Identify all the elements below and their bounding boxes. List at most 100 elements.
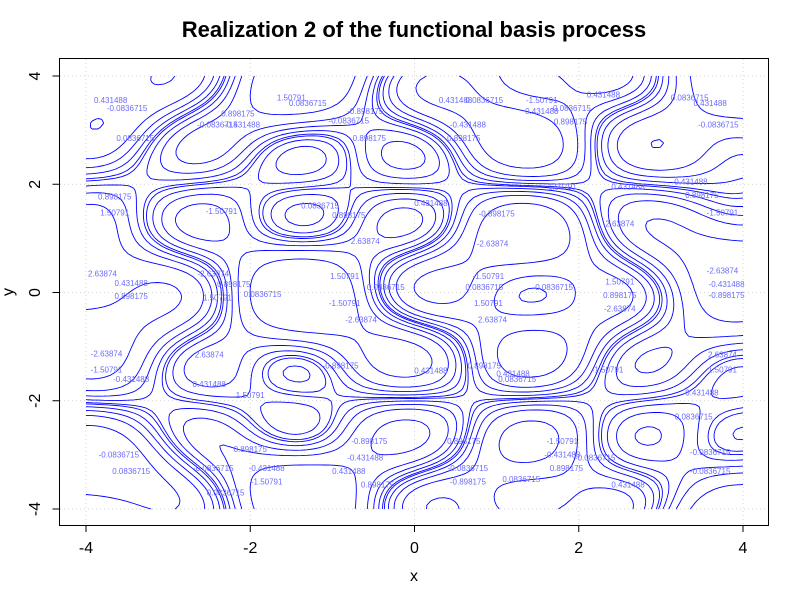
contour-label: -0.431488 — [347, 453, 384, 462]
contour-label: 0.431488 — [439, 96, 473, 105]
contour-label: -2.63874 — [707, 267, 739, 276]
contour-label: 2.63874 — [351, 237, 380, 246]
contour-label: -1.50791 — [329, 299, 361, 308]
contour-label: -1.50791 — [251, 478, 283, 487]
contour-label: 1.50791 — [277, 93, 306, 102]
contour-label: 0.898175 — [234, 445, 268, 454]
contour-label: -1.50791 — [91, 366, 123, 375]
contour-label: -0.0836715 — [197, 120, 238, 129]
contour-label: 1.50791 — [548, 183, 577, 192]
contour-label: 0.431488 — [496, 369, 530, 378]
contour-line — [85, 75, 744, 510]
x-tick-label: -4 — [79, 540, 93, 557]
contour-label: -0.0836715 — [448, 464, 489, 473]
contour-label: -0.898175 — [709, 291, 746, 300]
contour-label: 0.431488 — [693, 99, 727, 108]
contour-label: -1.50791 — [473, 272, 505, 281]
contour-label: 2.63874 — [708, 350, 737, 359]
contour-line — [85, 75, 744, 510]
contour-label: 0.898175 — [332, 211, 366, 220]
contour-label: 1.50791 — [605, 277, 634, 286]
contour-label: -0.0836715 — [575, 453, 616, 462]
x-tick-label: 0 — [410, 540, 419, 557]
contour-label: 0.898175 — [554, 118, 588, 127]
contour-label: 0.431488 — [114, 279, 148, 288]
contour-label: -0.431488 — [224, 120, 261, 129]
contour-label: 0.431488 — [587, 91, 621, 100]
contour-label: -0.898175 — [351, 437, 388, 446]
contour-label: -0.0836715 — [193, 464, 234, 473]
contour-label: -1.50791 — [206, 207, 238, 216]
contour-line — [85, 75, 744, 510]
contour-label: 0.898175 — [447, 134, 481, 143]
contour-label: 0.431488 — [94, 96, 128, 105]
x-tick-label: -2 — [243, 540, 257, 557]
y-tick-label: -2 — [27, 394, 44, 408]
x-axis-title: x — [410, 568, 418, 585]
contour-label: 0.898175 — [221, 110, 255, 119]
contour-label: -0.0836715 — [107, 104, 148, 113]
contour-label: 1.50791 — [330, 272, 359, 281]
contour-label: -0.898175 — [450, 478, 487, 487]
contour-label: 1.50791 — [708, 366, 737, 375]
contour-line — [85, 75, 744, 510]
contour-label: 0.0836715 — [465, 96, 503, 105]
contour-label: 0.0836715 — [207, 488, 245, 497]
contour-label: -2.63874 — [197, 269, 229, 278]
y-tick-label: 2 — [27, 180, 44, 189]
contour-label: 0.0836715 — [498, 375, 536, 384]
contour-labels: 0.431488-0.08367150.08367150.8981751.507… — [88, 91, 745, 498]
y-tick-label: 0 — [27, 288, 44, 297]
contour-label: 0.431488 — [332, 467, 366, 476]
contour-label: 0.898175 — [98, 192, 132, 201]
contour-label: 2.63874 — [605, 219, 634, 228]
contour-label: 0.431488 — [193, 380, 227, 389]
contour-label: 0.0836715 — [675, 413, 713, 422]
contour-label: 0.431488 — [685, 388, 719, 397]
contour-label: 1.50791 — [100, 209, 129, 218]
contour-label: 0.898175 — [361, 480, 395, 489]
contour-label: -1.50791 — [592, 366, 624, 375]
contour-label: 2.63874 — [88, 269, 117, 278]
contour-label: -1.50791 — [547, 437, 579, 446]
x-tick-label: 2 — [574, 540, 583, 557]
y-tick-label: 4 — [27, 71, 44, 80]
contour-label: 0.0836715 — [116, 134, 154, 143]
contour-label: 1.50791 — [474, 299, 503, 308]
contour-label: 0.898175 — [603, 291, 637, 300]
contour-label: -0.431488 — [672, 177, 709, 186]
contour-label: -0.431488 — [113, 375, 150, 384]
contour-line — [85, 75, 744, 510]
contour-label: -1.50791 — [526, 96, 558, 105]
y-axis-title: y — [0, 288, 17, 296]
contour-line — [85, 75, 744, 510]
contour-label: -0.431488 — [544, 451, 581, 460]
contour-label: -0.431488 — [249, 464, 286, 473]
contour-label: 0.0836715 — [301, 202, 339, 211]
contour-label: -0.431488 — [450, 120, 487, 129]
contour-label: 0.431488 — [414, 367, 448, 376]
contour-line — [85, 75, 744, 510]
contour-label: -0.0836715 — [99, 451, 140, 460]
contour-label: 0.0836715 — [367, 283, 405, 292]
contour-label: -2.63874 — [345, 315, 377, 324]
contour-lines — [85, 75, 744, 510]
contour-label: 0.0836715 — [465, 283, 503, 292]
contour-label: 2.63874 — [478, 315, 507, 324]
contour-label: -2.63874 — [477, 239, 509, 248]
contour-label: 0.0836715 — [112, 467, 150, 476]
contour-line — [85, 75, 744, 510]
contour-label: 0.898175 — [217, 280, 251, 289]
contour-label: -0.0836715 — [329, 117, 370, 126]
contour-label: 0.431488 — [414, 199, 448, 208]
contour-label: 1.50791 — [203, 294, 232, 303]
contour-label: -0.0836715 — [690, 448, 731, 457]
contour-label: 0.898175 — [353, 134, 387, 143]
contour-label: 0.0836715 — [244, 290, 282, 299]
contour-label: 0.431488 — [525, 107, 559, 116]
contour-label: -2.63874 — [91, 349, 123, 358]
contour-label: 0.431488 — [611, 480, 645, 489]
contour-label: 2.63874 — [195, 350, 224, 359]
axes: -4 -2 0 2 4 -4 -2 0 2 4 — [27, 71, 748, 557]
